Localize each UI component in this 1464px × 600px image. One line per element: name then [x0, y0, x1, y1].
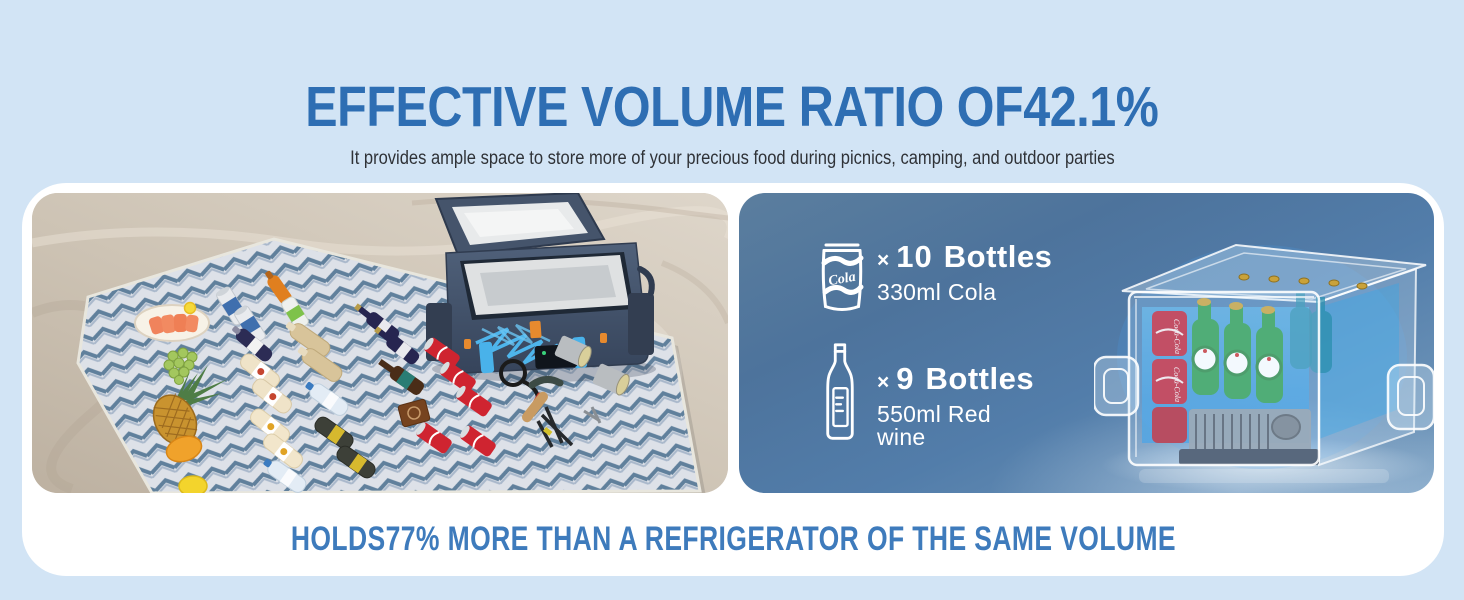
cola-can-brand-text: Coca-Cola: [1172, 319, 1182, 354]
multiplier-sign: ×: [877, 249, 890, 272]
wine-count: 9: [896, 361, 915, 396]
cola-capacity-text: × 10 Bottles 330ml Cola: [877, 241, 1052, 304]
cooling-unit: [1179, 409, 1319, 465]
cola-can-icon: Cola: [818, 241, 866, 315]
wine-unit: Bottles: [925, 361, 1035, 396]
cola-can-icon-label: Cola: [827, 270, 856, 290]
cooler-handles: [1092, 355, 1434, 431]
drinks-and-snacks: [216, 270, 630, 493]
pineapple: [152, 365, 228, 446]
wine-bottle-icon: [823, 341, 857, 443]
footer-claim: HOLDS77% MORE THAN A REFRIGERATOR OF THE…: [22, 520, 1444, 559]
content-card: Cola × 10 Bottles 330ml Cola: [22, 183, 1444, 576]
mango: [165, 435, 203, 463]
beach-picnic-illustration: [32, 193, 728, 493]
cola-count-line: × 10 Bottles: [877, 241, 1052, 272]
wine-description: 550ml Red wine: [877, 401, 991, 450]
cola-count: 10: [896, 239, 933, 274]
page-subtitle: It provides ample space to store more of…: [349, 148, 1115, 169]
salmon-plate: [134, 301, 210, 342]
capacity-panel: Cola × 10 Bottles 330ml Cola: [739, 193, 1434, 493]
bottle-opener: [583, 406, 602, 424]
cola-can-stack: Coca-Cola Coca-Cola: [1152, 311, 1187, 443]
wine-capacity-text: × 9 Bottles 550ml Red wine: [877, 363, 1034, 449]
transparent-cooler-render: Coca-Cola Coca-Cola: [1092, 207, 1434, 493]
header: EFFECTIVE VOLUME RATIO OF42.1% It provid…: [0, 74, 1464, 170]
beach-picnic-photo: [32, 193, 728, 493]
footer-claim-text: HOLDS77% MORE THAN A REFRIGERATOR OF THE…: [290, 520, 1176, 558]
page-title: EFFECTIVE VOLUME RATIO OF42.1%: [305, 75, 1159, 139]
cola-description: 330ml Cola: [877, 279, 997, 305]
wine-count-line: × 9 Bottles: [877, 363, 1034, 394]
grapes: [163, 347, 198, 385]
multiplier-sign: ×: [877, 371, 890, 394]
lemon: [178, 475, 208, 493]
trekking-pole: [521, 376, 574, 448]
cola-can-brand-text: Coca-Cola: [1172, 367, 1182, 402]
green-bottles: [1191, 293, 1332, 403]
cola-unit: Bottles: [943, 239, 1053, 274]
